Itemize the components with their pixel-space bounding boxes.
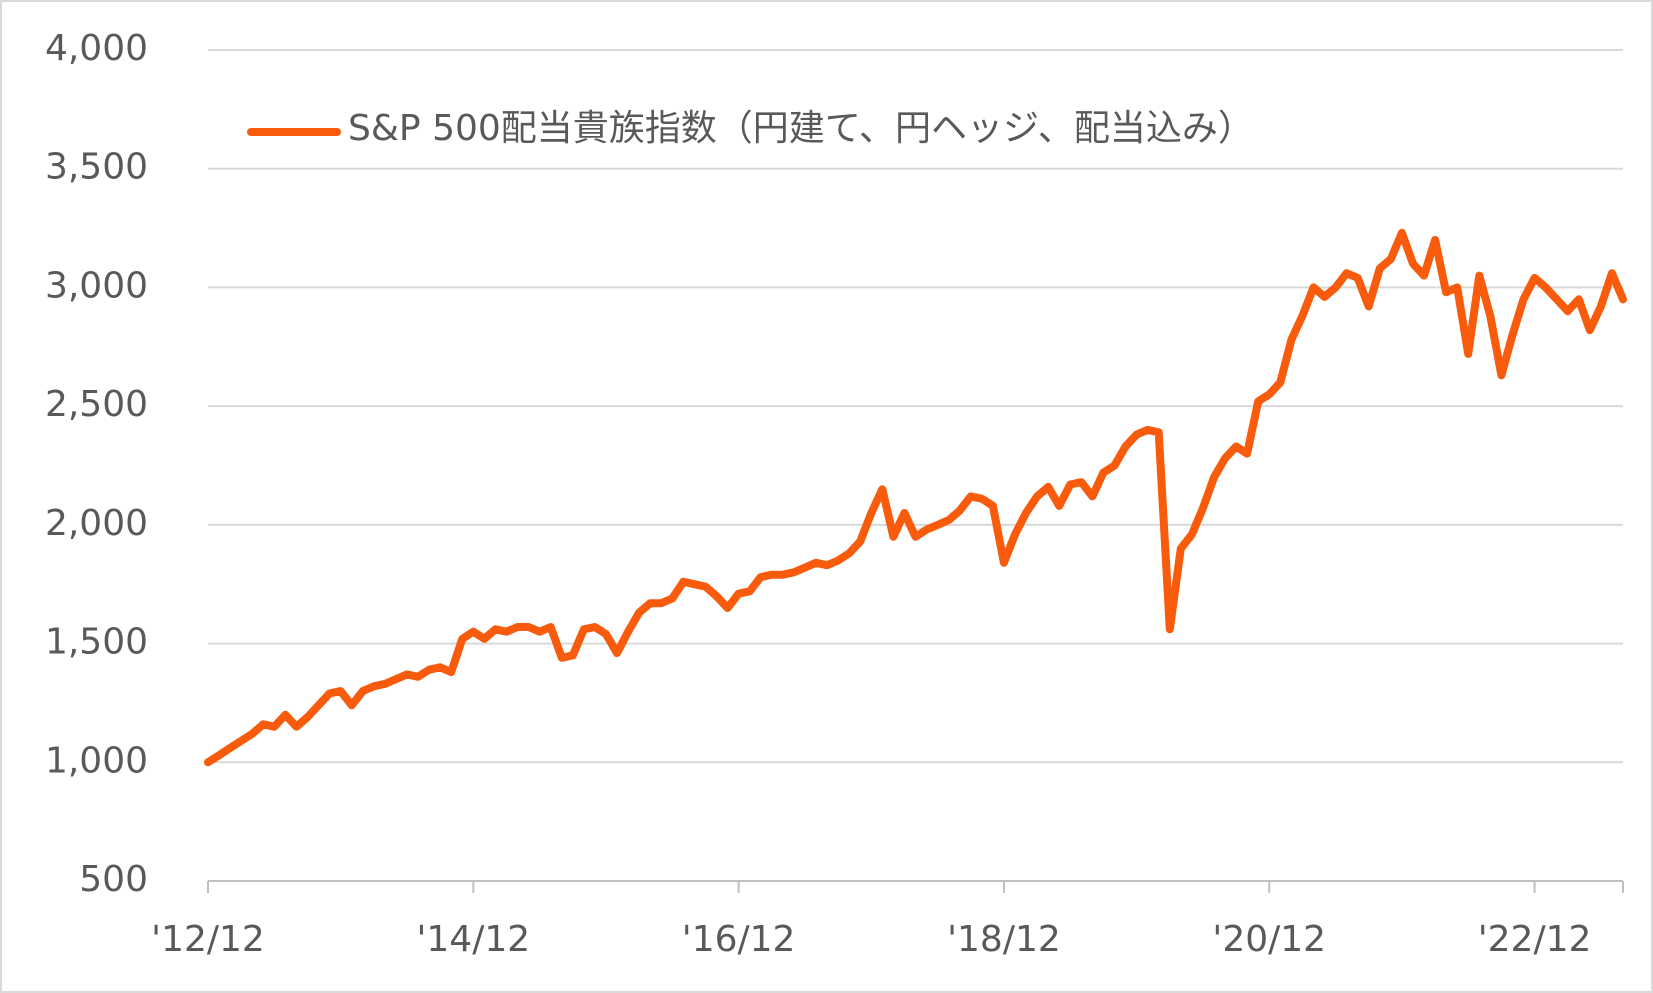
y-tick-label: 2,000: [45, 503, 148, 544]
x-tick-label: '16/12: [682, 919, 796, 960]
y-tick-label: 3,500: [45, 147, 148, 188]
x-tick-label: '12/12: [151, 919, 265, 960]
x-tick-label: '22/12: [1478, 919, 1592, 960]
legend-label: S&P 500配当貴族指数（円建て、円ヘッジ、配当込み）: [348, 108, 1254, 149]
y-tick-label: 3,000: [45, 265, 148, 306]
series-line: [204, 228, 1627, 767]
y-tick-label: 2,500: [45, 384, 148, 425]
x-tick-label: '20/12: [1212, 919, 1326, 960]
x-tick-label: '14/12: [416, 919, 530, 960]
x-tick-label: '18/12: [947, 919, 1061, 960]
y-tick-label: 4,000: [45, 28, 148, 69]
y-tick-label: 1,000: [45, 740, 148, 781]
y-tick-label: 1,500: [45, 622, 148, 663]
y-tick-label: 500: [79, 859, 148, 900]
